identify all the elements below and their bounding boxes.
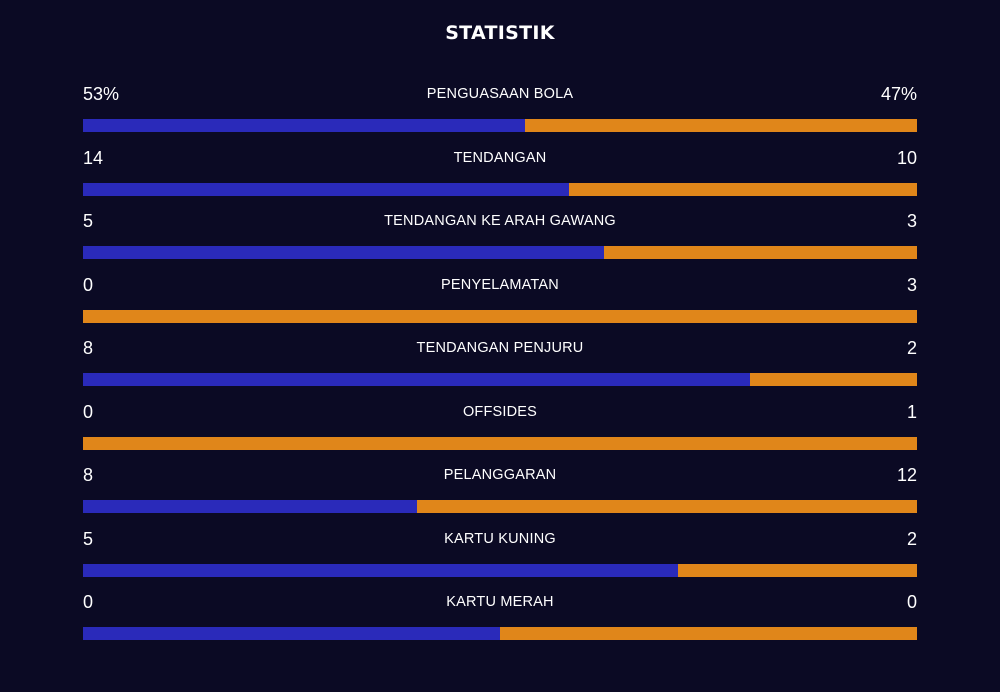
home-bar-segment [83, 563, 679, 577]
home-value: 53% [83, 84, 120, 104]
home-bar-segment [83, 246, 605, 259]
away-bar-segment [569, 182, 917, 196]
stat-row-offsides: 0 OFFSIDES 1 [83, 398, 917, 462]
comparison-bar [83, 373, 917, 386]
stat-label: KARTU MERAH [446, 594, 554, 610]
stat-label: PENYELAMATAN [441, 276, 559, 293]
stats-list: 53% PENGUASAAN BOLA 47% 14 TENDANGAN 10 [83, 80, 917, 652]
away-value: 1 [906, 401, 917, 422]
home-value: 0 [83, 592, 94, 612]
stat-label: TENDANGAN [453, 149, 547, 166]
stat-label: KARTU KUNING [444, 530, 556, 547]
away-bar-segment [604, 246, 917, 259]
comparison-bar [83, 500, 917, 513]
away-value: 47% [880, 84, 917, 104]
home-bar-segment [83, 182, 570, 196]
comparison-bar [83, 627, 917, 640]
stat-row-corners: 8 TENDANGAN PENJURU 2 [83, 334, 917, 398]
comparison-bar [83, 436, 917, 450]
home-value: 14 [83, 147, 104, 168]
comparison-bar [83, 246, 917, 259]
home-value: 0 [83, 274, 94, 295]
away-value: 2 [906, 338, 917, 358]
home-value: 0 [83, 401, 94, 422]
home-value: 5 [83, 528, 94, 549]
stat-label: PENGUASAAN BOLA [426, 86, 574, 102]
stats-title: STATISTIK [445, 22, 555, 44]
away-value: 12 [896, 465, 917, 485]
away-bar-segment [500, 627, 917, 640]
away-value: 0 [906, 592, 917, 612]
home-bar-segment [83, 373, 751, 386]
home-value: 8 [83, 338, 94, 358]
away-bar-segment [416, 500, 917, 513]
away-value: 2 [906, 528, 917, 549]
away-bar-segment [525, 119, 917, 132]
stat-row-shots-on-target: 5 TENDANGAN KE ARAH GAWANG 3 [83, 207, 917, 271]
stat-row-shots: 14 TENDANGAN 10 [83, 144, 917, 208]
away-bar-segment [83, 309, 917, 323]
comparison-bar [83, 119, 917, 132]
comparison-bar [83, 309, 917, 323]
away-bar-segment [83, 436, 917, 450]
away-value: 3 [906, 211, 917, 231]
comparison-bar [83, 563, 917, 577]
stat-label: TENDANGAN KE ARAH GAWANG [384, 213, 616, 229]
stat-label: OFFSIDES [462, 403, 538, 420]
stat-row-red-cards: 0 KARTU MERAH 0 [83, 588, 917, 652]
stat-row-saves: 0 PENYELAMATAN 3 [83, 271, 917, 335]
home-value: 8 [83, 465, 94, 485]
home-value: 5 [83, 211, 94, 231]
away-bar-segment [750, 373, 917, 386]
stat-row-possession: 53% PENGUASAAN BOLA 47% [83, 80, 917, 144]
stat-label: TENDANGAN PENJURU [416, 340, 584, 356]
home-bar-segment [83, 627, 500, 640]
stat-row-fouls: 8 PELANGGARAN 12 [83, 461, 917, 525]
comparison-bar [83, 182, 917, 196]
home-bar-segment [83, 119, 526, 132]
stat-row-yellow-cards: 5 KARTU KUNING 2 [83, 525, 917, 589]
away-bar-segment [678, 563, 917, 577]
home-bar-segment [83, 500, 417, 513]
away-value: 3 [906, 274, 917, 295]
stat-label: PELANGGARAN [443, 467, 557, 483]
away-value: 10 [896, 147, 917, 168]
